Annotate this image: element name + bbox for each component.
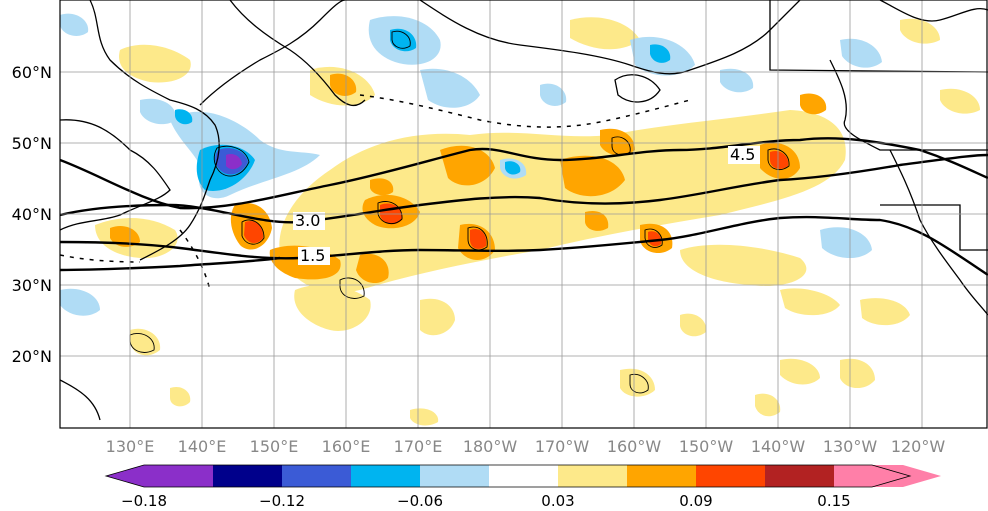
colorbar-cell xyxy=(213,465,282,487)
contour-label-1-5: 1.5 xyxy=(300,246,325,265)
lon-label: 170°E xyxy=(394,437,443,456)
lon-label: 130°W xyxy=(823,437,878,456)
lon-label: 140°W xyxy=(751,437,806,456)
colorbar-tick-label: −0.18 xyxy=(121,492,167,510)
contour-label-3-0: 3.0 xyxy=(295,211,320,230)
contour-label-bg xyxy=(728,146,760,164)
colorbar: −0.18 −0.12 −0.06 0.03 0.09 0.15 xyxy=(104,464,941,510)
lon-label: 180°W xyxy=(463,437,518,456)
lon-label: 130°E xyxy=(106,437,155,456)
colorbar-tick-label: 0.03 xyxy=(541,492,574,510)
colorbar-cell xyxy=(696,465,765,487)
contour-label-4-5: 4.5 xyxy=(730,145,755,164)
lon-label: 160°W xyxy=(607,437,662,456)
latitude-labels: 60°N 50°N 40°N 30°N 20°N xyxy=(12,63,52,366)
lon-label: 160°E xyxy=(322,437,371,456)
colorbar-cell xyxy=(489,465,558,487)
lon-label: 150°W xyxy=(679,437,734,456)
contour-label-bg xyxy=(298,247,330,265)
aleutian-islands xyxy=(60,94,691,291)
lat-label: 40°N xyxy=(12,205,52,224)
lat-label: 50°N xyxy=(12,134,52,153)
lon-label: 170°W xyxy=(535,437,590,456)
colorbar-cell xyxy=(765,465,834,487)
colorbar-cells xyxy=(104,464,941,488)
mean-flow-contour-labels: 4.5 3.0 1.5 xyxy=(293,145,760,265)
anomaly-fill-strong-negative xyxy=(215,148,248,175)
colorbar-extend-low xyxy=(106,465,213,487)
colorbar-tick-label: −0.06 xyxy=(397,492,443,510)
lon-label: 140°E xyxy=(178,437,227,456)
lon-label: 150°E xyxy=(250,437,299,456)
lat-label: 60°N xyxy=(12,63,52,82)
colorbar-cell xyxy=(627,465,696,487)
colorbar-cell xyxy=(282,465,351,487)
colorbar-extend-high xyxy=(834,465,941,487)
lat-label: 20°N xyxy=(12,347,52,366)
lat-label: 30°N xyxy=(12,276,52,295)
gridlines xyxy=(60,0,988,428)
mean-flow-contours xyxy=(60,137,988,277)
colorbar-tick-labels: −0.18 −0.12 −0.06 0.03 0.09 0.15 xyxy=(121,492,851,510)
colorbar-tick-label: 0.09 xyxy=(679,492,712,510)
colorbar-tick-label: −0.12 xyxy=(259,492,305,510)
colorbar-cell xyxy=(558,465,627,487)
coastlines xyxy=(60,0,988,421)
map-frame xyxy=(59,0,988,429)
map-panel: 4.5 3.0 1.5 xyxy=(60,0,988,428)
colorbar-cell xyxy=(351,465,420,487)
contour-label-bg xyxy=(293,212,325,230)
lon-label: 120°W xyxy=(891,437,946,456)
colorbar-cell xyxy=(420,465,489,487)
longitude-labels: 130°E 140°E 150°E 160°E 170°E 180°W 170°… xyxy=(106,437,946,456)
colorbar-outline xyxy=(104,464,912,488)
colorbar-tick-label: 0.15 xyxy=(817,492,850,510)
